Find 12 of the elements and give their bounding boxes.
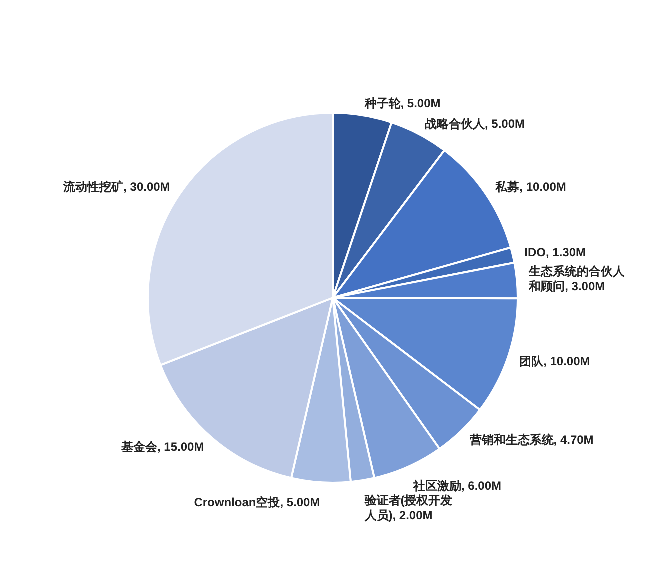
slice-label: 社区激励, 6.00M [412,478,502,493]
slice-label: IDO, 1.30M [524,245,586,260]
slice-label: 私募, 10.00M [494,180,566,194]
slice-label: 营销和生态系统, 4.70M [468,432,594,447]
slice-label: 验证者(授权开发人员), 2.00M [364,493,453,522]
slice-label: 种子轮, 5.00M [364,96,441,111]
slice-label: 团队, 10.00M [520,354,590,368]
slice-label: 基金会, 15.00M [120,440,204,454]
slice-label: Crownloan空投, 5.00M [194,496,320,510]
slice-label: 生态系统的合伙人和顾问, 3.00M [528,264,626,294]
slice-label: 流动性挖矿, 30.00M [62,180,170,194]
slice-label: 战略合伙人, 5.00M [424,116,526,131]
